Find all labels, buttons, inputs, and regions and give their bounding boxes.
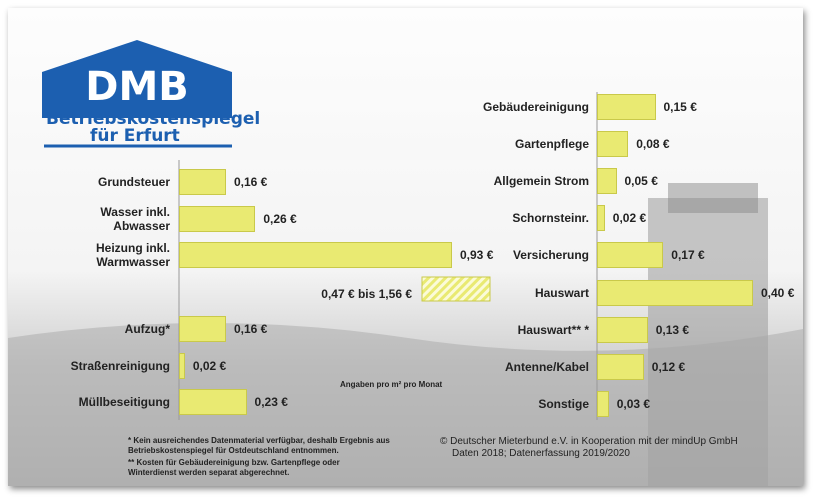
value-label: 0,26 € (263, 211, 297, 226)
category-label: Hauswart** * (517, 322, 589, 337)
bar (179, 205, 256, 232)
logo-mark: DMB (85, 64, 189, 110)
footnote: * Kein ausreichendes Datenmaterial verfü… (128, 436, 390, 455)
category-label: Gebäudereinigung (482, 100, 589, 114)
range-annotation: 0,47 € bis 1,56 € (321, 287, 412, 302)
value-label: 0,02 € (612, 211, 647, 226)
bar (179, 315, 226, 342)
value-label: 0,16 € (233, 321, 268, 336)
category-label: Sonstige (538, 396, 589, 411)
value-label: 0,13 € (655, 322, 690, 337)
bar (597, 168, 617, 195)
credit: © Deutscher Mieterbund e.V. in Kooperati… (440, 436, 738, 447)
bar (179, 352, 185, 379)
value-label: 0,02 € (192, 358, 227, 373)
value-label: 0,15 € (663, 100, 697, 114)
category-label: Heizung inkl. Warmwasser (95, 241, 170, 270)
logo-subtitle: für Erfurt (90, 126, 180, 146)
range-hatch (421, 276, 491, 302)
category-label: Gartenpflege (514, 137, 589, 152)
category-label: Hauswart (534, 285, 589, 300)
category-label: Antenne/Kabel (504, 359, 589, 374)
bar (597, 390, 609, 417)
category-label: Wasser inkl. Abwasser (100, 204, 170, 233)
bar (597, 279, 753, 306)
value-label: 0,16 € (233, 175, 268, 189)
credit: Daten 2018; Datenerfassung 2019/2020 (452, 448, 630, 459)
category-label: Aufzug* (124, 321, 170, 336)
category-label: Allgemein Strom (493, 174, 589, 189)
value-label: 0,05 € (624, 174, 658, 189)
value-label: 0,23 € (254, 395, 288, 410)
bar (597, 242, 664, 269)
logo-house (42, 40, 232, 118)
category-label: Straßenreinigung (70, 358, 170, 373)
category-label: Grundsteuer (97, 175, 170, 189)
value-label: 0,08 € (636, 137, 670, 152)
logo-title: Betriebskostenspiegel (46, 109, 260, 129)
category-label: Schornsteinr. (512, 211, 589, 226)
bar (597, 205, 605, 232)
category-label: Müllbeseitigung (78, 395, 170, 410)
bar (597, 131, 629, 158)
unit-note: Angaben pro m² pro Monat (340, 380, 443, 389)
value-label: 0,93 € (460, 248, 494, 263)
value-label: 0,40 € (761, 285, 795, 300)
value-label: 0,03 € (616, 396, 651, 411)
bar (597, 94, 656, 120)
bar (179, 389, 247, 416)
value-label: 0,12 € (651, 359, 686, 374)
footnote: ** Kosten für Gebäudereinigung bzw. Gart… (128, 458, 340, 477)
value-label: 0,17 € (671, 248, 705, 263)
bar (179, 242, 452, 269)
bar (597, 316, 648, 343)
bar (179, 169, 226, 195)
bar (597, 353, 644, 380)
category-label: Versicherung (512, 248, 589, 263)
